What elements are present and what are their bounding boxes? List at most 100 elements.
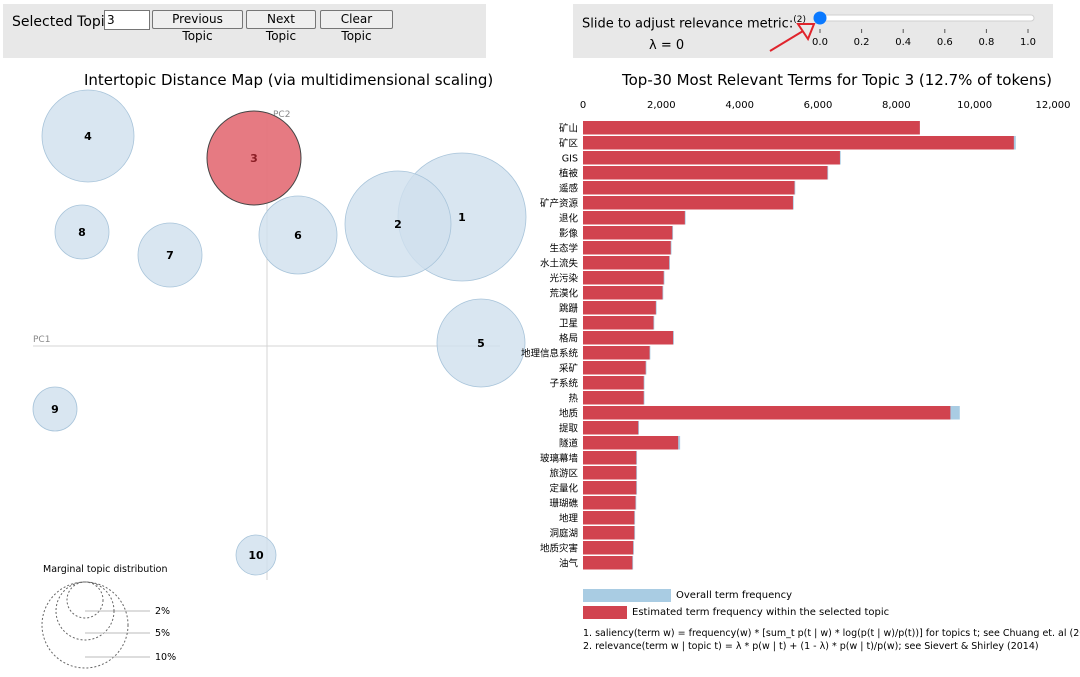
bar-selected[interactable] (583, 151, 840, 165)
bar-selected[interactable] (583, 136, 1014, 150)
term-label: 旅游区 (549, 468, 578, 480)
topic-circle-4[interactable] (41, 89, 135, 183)
relevance-slider-panel: Slide to adjust relevance metric:(2) λ =… (573, 4, 1053, 58)
bar-selected[interactable] (583, 196, 793, 210)
previous-topic-button[interactable]: Previous Topic (152, 10, 243, 43)
bar-selected[interactable] (583, 331, 674, 345)
marginal-label: 2% (155, 606, 170, 617)
term-label: 植被 (559, 168, 579, 180)
term-label: 地质灾害 (540, 543, 578, 555)
bar-selected[interactable] (583, 526, 635, 540)
annotation-arrow-shaft (769, 30, 804, 52)
term-label: 卫星 (559, 319, 578, 330)
term-label: 油气 (559, 558, 579, 570)
next-topic-button[interactable]: Next Topic (246, 10, 316, 43)
slider-tick-label: 1.0 (1020, 37, 1036, 48)
topic-label-4: 4 (84, 130, 92, 143)
footnote-relevance: 2. relevance(term w | topic t) = λ * p(w… (583, 641, 1039, 652)
bar-selected[interactable] (583, 376, 644, 390)
term-label: 地质 (559, 408, 579, 420)
bar-selected[interactable] (583, 301, 656, 315)
topic-circle-9[interactable] (32, 386, 78, 432)
marginal-title: Marginal topic distribution (43, 564, 168, 575)
bar-selected[interactable] (583, 421, 639, 435)
marginal-circle (41, 581, 129, 669)
bar-axis-tick: 8,000 (882, 100, 911, 111)
topic-label-3: 3 (250, 152, 258, 165)
slider-footnote-ref: (2) (793, 15, 806, 25)
bar-axis-tick: 6,000 (804, 100, 833, 111)
bar-selected[interactable] (583, 541, 634, 555)
topic-circle-6[interactable] (258, 195, 338, 275)
topic-circle-10[interactable] (235, 534, 277, 576)
bar-selected[interactable] (583, 406, 951, 420)
topic-label-10: 10 (248, 549, 264, 562)
slider-tick-label: 0.0 (812, 37, 828, 48)
slider-track (819, 14, 1035, 22)
bar-selected[interactable] (583, 481, 637, 495)
bar-selected[interactable] (583, 181, 795, 195)
marginal-circle (55, 581, 115, 641)
slider-label-text: Slide to adjust relevance metric: (582, 16, 794, 32)
term-label: 定量化 (549, 483, 578, 495)
term-label: 子系统 (549, 378, 578, 390)
clear-topic-button[interactable]: Clear Topic (320, 10, 393, 43)
term-label: 提取 (559, 423, 579, 435)
lambda-value-text: λ = 0 (649, 38, 685, 53)
term-label: 采矿 (559, 363, 579, 375)
bar-selected[interactable] (583, 316, 654, 330)
bar-selected[interactable] (583, 166, 828, 180)
bar-selected[interactable] (583, 466, 637, 480)
pc1-label: PC1 (33, 335, 50, 345)
term-label: 跳跚 (559, 303, 579, 315)
intertopic-map-title: Intertopic Distance Map (via multidimens… (84, 71, 494, 89)
topic-label-8: 8 (78, 226, 86, 239)
bar-selected[interactable] (583, 121, 920, 135)
legend-selected-swatch (583, 606, 627, 619)
term-label: 珊瑚礁 (549, 498, 578, 510)
term-label: 遥感 (559, 183, 579, 195)
legend-selected-label: Estimated term frequency within the sele… (632, 607, 890, 618)
bar-selected[interactable] (583, 256, 670, 270)
term-label: 矿区 (559, 138, 579, 150)
term-label: 玻璃幕墙 (540, 453, 579, 465)
term-label: 光污染 (549, 273, 578, 285)
bar-selected[interactable] (583, 346, 650, 360)
topic-circle-2[interactable] (344, 170, 452, 278)
slider-tick-label: 0.2 (854, 37, 870, 48)
bar-selected[interactable] (583, 451, 637, 465)
bar-selected[interactable] (583, 496, 636, 510)
bar-axis-tick: 0 (580, 100, 586, 111)
legend-overall-swatch (583, 589, 671, 602)
bar-selected[interactable] (583, 511, 635, 525)
topic-circle-7[interactable] (137, 222, 203, 288)
bar-selected[interactable] (583, 286, 663, 300)
term-label: 水土流失 (540, 258, 579, 270)
bar-selected[interactable] (583, 226, 673, 240)
marginal-label: 10% (155, 652, 176, 663)
topic-label-9: 9 (51, 403, 59, 416)
topic-circle-3[interactable] (206, 110, 302, 206)
topic-control-panel: Selected Topic: Previous Topic Next Topi… (3, 4, 486, 58)
bar-selected[interactable] (583, 556, 633, 570)
term-label: 矿山 (559, 123, 578, 135)
bar-selected[interactable] (583, 211, 685, 225)
bar-chart-title: Top-30 Most Relevant Terms for Topic 3 (… (622, 71, 1053, 89)
bar-axis-tick: 4,000 (725, 100, 754, 111)
bar-selected[interactable] (583, 241, 671, 255)
annotation-arrow-head (796, 23, 816, 42)
topic-label-6: 6 (294, 229, 302, 242)
topic-circle-8[interactable] (54, 204, 110, 260)
slider-handle[interactable] (813, 11, 827, 25)
selected-topic-input[interactable] (104, 10, 150, 30)
bar-selected[interactable] (583, 361, 646, 375)
slider-label: Slide to adjust relevance metric:(2) (582, 15, 806, 31)
topic-label-1: 1 (458, 211, 466, 224)
marginal-label: 5% (155, 628, 170, 639)
bar-selected[interactable] (583, 436, 679, 450)
bar-selected[interactable] (583, 391, 644, 405)
topic-circle-5[interactable] (436, 298, 526, 388)
bar-selected[interactable] (583, 271, 664, 285)
term-label: 生态学 (549, 243, 578, 255)
term-label: 地理 (559, 513, 579, 525)
